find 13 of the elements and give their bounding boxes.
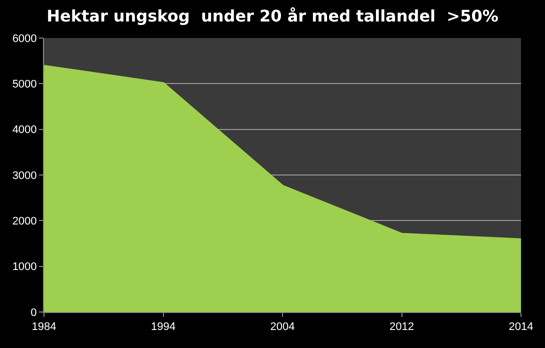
chart-title: Hektar ungskog under 20 år med tallandel >50% xyxy=(46,6,498,26)
y-tick-label: 0 xyxy=(30,306,37,319)
x-tick-label: 2012 xyxy=(390,321,414,334)
y-tick-label: 4000 xyxy=(12,124,37,136)
x-tick-label: 1994 xyxy=(151,321,176,334)
x-tick-label: 2014 xyxy=(508,321,534,334)
x-tick-label: 1984 xyxy=(32,321,56,334)
x-tick-label: 2004 xyxy=(270,321,295,334)
y-tick-label: 2000 xyxy=(12,216,37,228)
y-tick-label: 1000 xyxy=(12,261,37,274)
y-tick-label: 3000 xyxy=(12,170,37,182)
y-tick-label: 6000 xyxy=(12,32,37,45)
y-tick-label: 5000 xyxy=(12,78,37,91)
